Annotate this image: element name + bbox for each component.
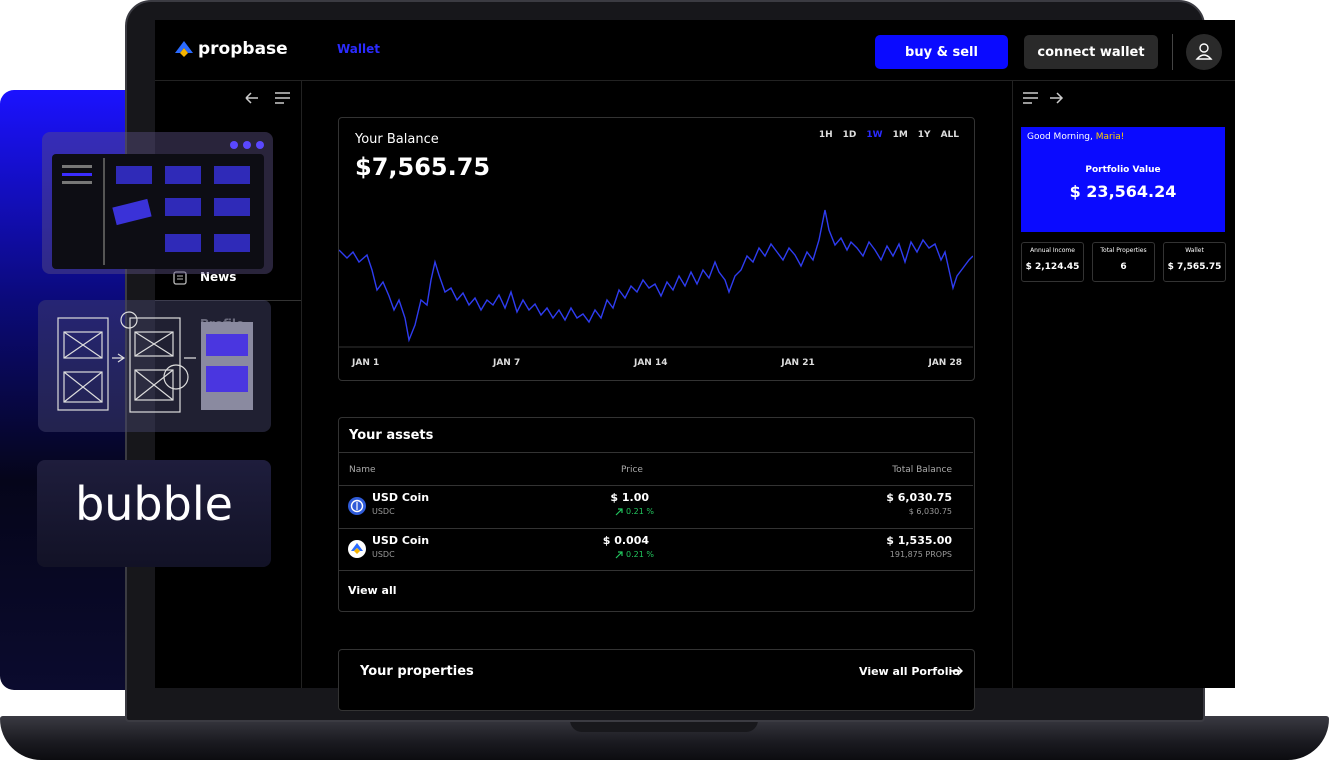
preview-illustration [62, 141, 264, 265]
assets-card [338, 417, 975, 612]
header-separator [1172, 34, 1173, 70]
assets-divider [339, 452, 973, 453]
coin-icon [347, 539, 367, 563]
portfolio-value: $ 23,564.24 [1069, 182, 1177, 201]
range-button[interactable]: ALL [940, 130, 959, 140]
row-divider [339, 528, 973, 529]
dashboard-preview-card [42, 132, 273, 274]
stat-label: Total Properties [1100, 247, 1147, 254]
portfolio-label: Portfolio Value [1085, 165, 1161, 175]
balance-line [339, 209, 973, 343]
range-button[interactable]: 1M [892, 130, 908, 140]
date-label: JAN 14 [633, 358, 668, 368]
greeting: Good Morning, Maria! [1027, 132, 1124, 142]
stat-value: $ 2,124.45 [1025, 262, 1080, 272]
coin-symbol: USDC [372, 507, 395, 516]
arrow-icon [951, 666, 963, 676]
date-label: JAN 7 [492, 358, 521, 368]
coin-name: USD Coin [372, 491, 430, 504]
bubble-brand: bubble [75, 477, 233, 531]
sidebar-controls[interactable] [244, 90, 292, 106]
bubble-card [37, 460, 271, 567]
view-all-link[interactable]: View all [348, 584, 397, 597]
logo-icon [175, 41, 193, 57]
balance-amount: $7,565.75 [355, 153, 491, 181]
balance-line-chart [339, 209, 973, 348]
coin-price: $ 0.004 [602, 534, 649, 547]
coin-subtotal: $ 6,030.75 [908, 507, 952, 516]
buy-sell-button[interactable]: buy & sell [875, 35, 1008, 69]
balance-title: Your Balance [355, 132, 439, 147]
date-label: JAN 1 [352, 358, 380, 368]
panel-controls[interactable] [1022, 90, 1066, 106]
nav-link[interactable]: Wallet [337, 42, 381, 56]
column-header: Total Balance [892, 465, 952, 475]
stat-label: Wallet [1185, 247, 1204, 254]
date-label: JAN 21 [781, 358, 815, 368]
range-button[interactable]: 1D [842, 130, 857, 140]
coin-change: 0.21 % [626, 550, 654, 559]
wireframe-card [38, 300, 271, 432]
range-button[interactable]: 1H [818, 130, 833, 140]
range-button[interactable]: 1W [866, 130, 883, 140]
coin-change: 0.21 % [626, 507, 654, 516]
date-axis: JAN 1 JAN 7 JAN 14 JAN 21 JAN 28 [352, 358, 962, 368]
column-header: Name [349, 465, 376, 475]
greeting-text: Good Morning, [1027, 132, 1093, 142]
coin-symbol: USDC [372, 550, 395, 559]
stat-box: Annual Income $ 2,124.45 [1021, 242, 1084, 282]
sidebar-item[interactable]: News [200, 270, 237, 284]
stat-box: Wallet $ 7,565.75 [1163, 242, 1226, 282]
stat-label: Annual Income [1030, 247, 1075, 254]
coin-name: USD Coin [372, 534, 430, 547]
change-icon [615, 551, 623, 559]
portfolio-link[interactable]: View all Porfolio [859, 665, 960, 678]
news-icon [173, 271, 187, 285]
wireframe-illustration [57, 311, 253, 413]
avatar-button[interactable] [1186, 34, 1222, 70]
properties-card [338, 649, 975, 711]
change-icon [615, 508, 623, 516]
range-selector: 1H 1D 1W 1M 1Y ALL [809, 130, 959, 140]
row-divider [339, 570, 973, 571]
sidebar-divider [301, 81, 302, 688]
balance-card [338, 117, 975, 381]
coin-total: $ 6,030.75 [886, 491, 952, 504]
range-button[interactable]: 1Y [917, 130, 931, 140]
coin-price: $ 1.00 [610, 491, 649, 504]
assets-title: Your assets [349, 428, 434, 443]
stat-box: Total Properties 6 [1092, 242, 1155, 282]
properties-title: Your properties [360, 664, 474, 679]
logo[interactable]: propbase [198, 39, 288, 59]
column-header: Price [621, 465, 643, 475]
coin-total: $ 1,535.00 [886, 534, 952, 547]
stat-value: $ 7,565.75 [1167, 262, 1222, 272]
right-divider [1012, 81, 1013, 688]
coin-subtotal: 191,875 PROPS [889, 550, 952, 559]
date-label: JAN 28 [928, 358, 962, 368]
header-divider [155, 80, 1235, 81]
connect-wallet-button[interactable]: connect wallet [1024, 35, 1158, 69]
stat-value: 6 [1120, 262, 1127, 272]
coin-icon [347, 496, 367, 520]
row-divider [339, 485, 973, 486]
sidebar-divider-line [155, 300, 301, 301]
portfolio-card [1021, 127, 1225, 232]
greeting-name: Maria! [1095, 132, 1125, 142]
